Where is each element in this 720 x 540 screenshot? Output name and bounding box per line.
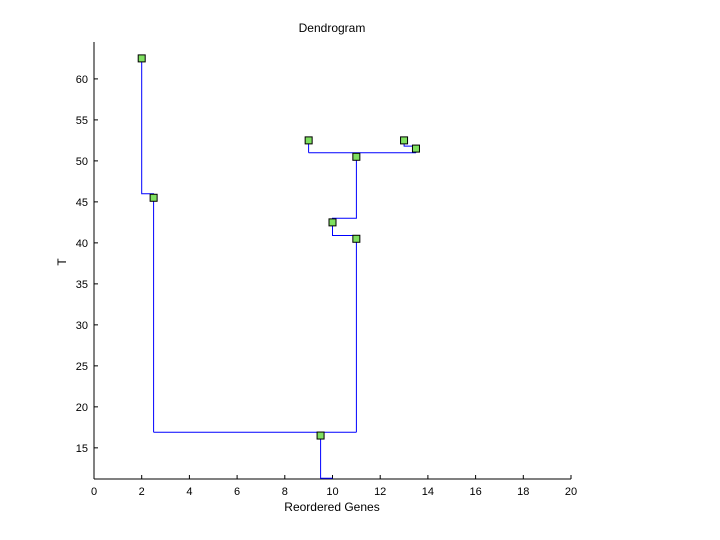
node-marker [137,54,146,63]
axes [93,42,571,480]
y-tick-label: 55 [76,115,88,127]
dendrogram-link [320,432,333,479]
y-tick-label: 45 [76,197,88,209]
x-tick-label: 10 [326,486,338,498]
x-tick-label: 0 [91,486,97,498]
ticks: 0 2 4 6 8 10 12 14 16 18 20 15 20 25 30 35 40 45 50 55 60 [76,74,577,498]
x-tick-label: 12 [374,486,386,498]
node-marker [304,136,313,145]
dendrogram-nodes [137,54,420,440]
node-marker [149,193,158,202]
x-tick-label: 20 [565,486,577,498]
y-tick-label: 60 [76,74,88,86]
dendrogram-link [332,152,357,433]
chart-title: Dendrogram [299,21,366,35]
x-tick-label: 8 [282,486,288,498]
node-marker [400,136,409,145]
y-tick-label: 20 [76,402,88,414]
dendrogram-link [141,58,155,433]
x-tick-label: 6 [234,486,240,498]
y-tick-label: 25 [76,361,88,373]
x-tick-label: 2 [139,486,145,498]
y-tick-label: 50 [76,156,88,168]
y-tick-label: 15 [76,443,88,455]
y-axis-label: T [55,258,69,266]
x-tick-label: 18 [517,486,529,498]
x-tick-label: 14 [422,486,434,498]
y-tick-label: 35 [76,279,88,291]
y-tick-label: 30 [76,320,88,332]
node-marker [352,152,361,161]
node-marker [411,144,420,153]
y-tick-label: 40 [76,238,88,250]
dendrogram-lines [141,58,417,479]
x-tick-label: 16 [469,486,481,498]
node-marker [328,218,337,227]
node-marker [316,431,325,440]
x-tick-label: 4 [186,486,192,498]
x-axis-label: Reordered Genes [284,500,379,514]
node-marker [352,234,361,243]
